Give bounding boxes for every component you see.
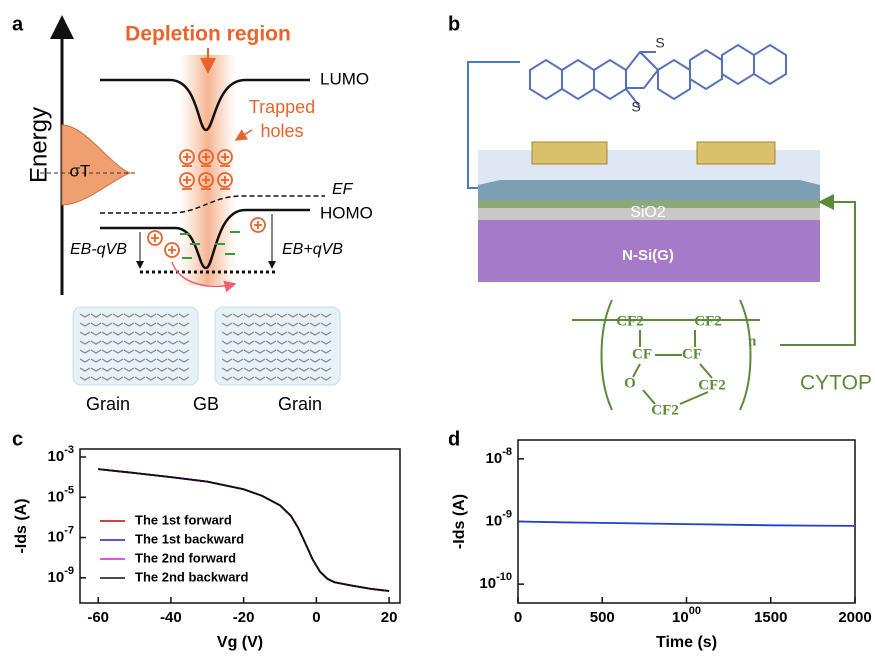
trapped-label: Trapped (249, 97, 315, 117)
y-tick-label: 10-8 (486, 446, 512, 467)
electrode (697, 142, 775, 164)
cytop-label: CYTOP (800, 372, 872, 395)
x-tick-label: 20 (381, 609, 398, 626)
grain-box (215, 307, 340, 385)
homo-label: HOMO (320, 203, 373, 222)
atom: CF2 (698, 377, 726, 393)
barrier-label: EB+qVB (282, 241, 343, 258)
charts: -60 -40 -20 0 20 10-3 10-5 10-7 10-9 The 1st forw… (13, 440, 871, 651)
region-label: GB (193, 394, 219, 414)
atom: CF2 (651, 402, 679, 418)
atom: CF2 (694, 313, 722, 329)
region-label: Grain (86, 394, 130, 414)
y-tick-label: 10-10 (479, 571, 512, 592)
atom: CF2 (616, 313, 644, 329)
atom: S (631, 99, 640, 115)
x-tick-label: 1500 (754, 609, 787, 626)
panel-b: b S S SiO2 N-Si(G) CF2 CF2 CF CF O CF2 C… (448, 13, 872, 418)
series-line (518, 522, 855, 526)
x-tick-label: 0 (312, 609, 320, 626)
substrate-label: N-Si(G) (622, 247, 674, 264)
y-tick-label: 10-7 (48, 524, 74, 545)
x-tick-label: -20 (233, 609, 255, 626)
electrode (532, 142, 607, 164)
trapped-label: holes (260, 121, 303, 141)
atom: S (655, 35, 664, 51)
y-tick-label: 10-9 (48, 565, 74, 586)
molecule (530, 45, 786, 107)
x-tick-label: 2000 (838, 609, 871, 626)
x-tick-label: 1000 (672, 605, 701, 626)
figure: a Energy σT Depletion region LUMO Trappe… (0, 0, 875, 659)
y-tick-label: 10-3 (48, 444, 74, 465)
barrier-label: EB-qVB (70, 241, 127, 258)
x-axis-title: Time (s) (656, 634, 717, 651)
x-tick-label: -60 (87, 609, 109, 626)
lumo-label: LUMO (320, 69, 369, 88)
y-tick-label: 10-9 (486, 508, 512, 529)
legend-label: The 1st forward (135, 512, 232, 527)
oxide-label: SiO2 (630, 204, 666, 221)
energy-label: Energy (25, 107, 52, 183)
x-tick-label: 0 (514, 609, 522, 626)
x-axis-title: Vg (V) (217, 634, 263, 651)
region-label: Grain (278, 394, 322, 414)
atom: CF (632, 346, 652, 362)
panel-a: a Energy σT Depletion region LUMO Trappe… (12, 13, 373, 413)
x-tick-label: -40 (160, 609, 182, 626)
legend-label: The 2nd forward (135, 550, 236, 565)
panel-label: b (448, 13, 460, 35)
sigma: σT (70, 161, 91, 180)
y-axis-title: -Ids (A) (13, 498, 30, 553)
panel-label: d (448, 428, 460, 450)
repeat: n (748, 333, 757, 349)
panel-label: a (12, 13, 24, 35)
y-tick-label: 10-5 (48, 484, 74, 505)
x-tick-label: 500 (590, 609, 615, 626)
atom: O (624, 375, 636, 391)
legend-label: The 1st backward (135, 531, 244, 546)
plot-frame (518, 440, 855, 603)
atom: CF (682, 346, 702, 362)
arrow (236, 130, 252, 140)
y-axis-title: -Ids (A) (451, 494, 468, 549)
cytop-bonds (572, 300, 760, 410)
grain-box (73, 307, 198, 385)
legend-label: The 2nd backward (135, 569, 248, 584)
fermi-label: EF (332, 181, 354, 198)
panel-label: c (12, 428, 23, 450)
depletion-title: Depletion region (125, 23, 291, 46)
